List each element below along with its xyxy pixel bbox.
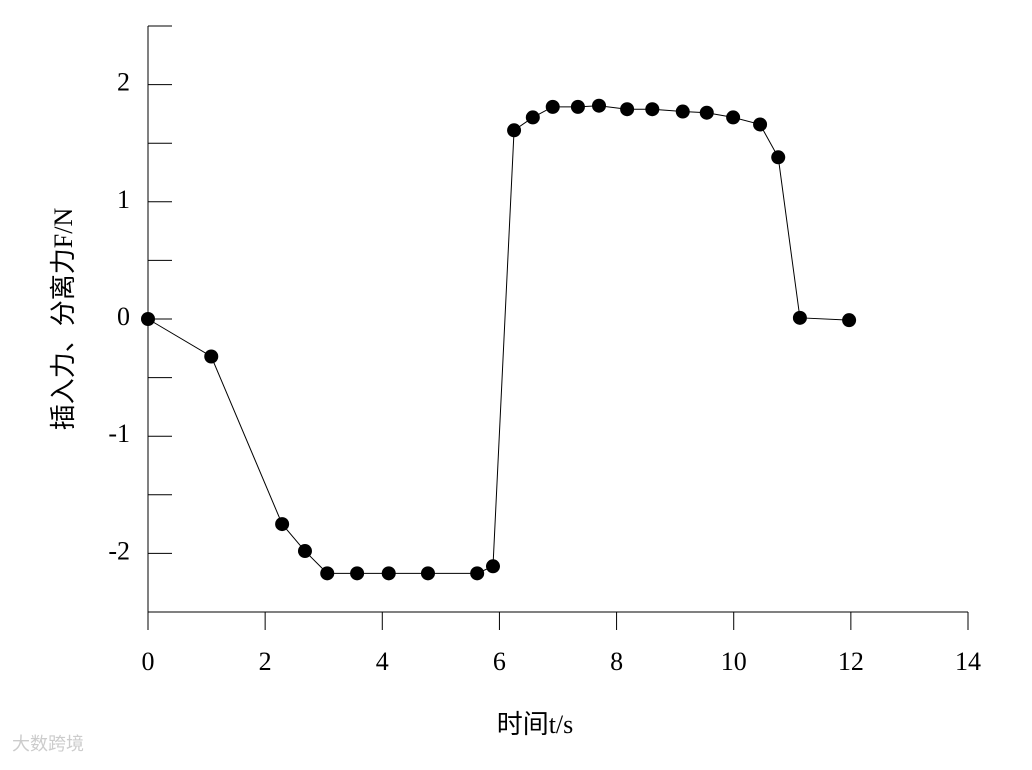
- y-tick-label: 2: [117, 68, 130, 97]
- data-point: [141, 312, 155, 326]
- data-point: [525, 110, 540, 125]
- data-point: [381, 566, 396, 581]
- data-point: [507, 123, 522, 138]
- x-tick-label: 14: [955, 647, 981, 676]
- data-point: [545, 99, 560, 114]
- x-tick-label: 6: [493, 647, 506, 676]
- data-point: [420, 566, 435, 581]
- data-point: [320, 566, 335, 581]
- data-point: [726, 110, 741, 125]
- x-tick-label: 4: [376, 647, 389, 676]
- data-point: [297, 544, 312, 559]
- y-tick-label: -1: [108, 419, 130, 448]
- x-tick-label: 0: [142, 647, 155, 676]
- data-point: [570, 99, 585, 114]
- data-point: [699, 105, 714, 120]
- x-tick-label: 12: [838, 647, 864, 676]
- data-point: [753, 117, 768, 132]
- data-point: [842, 313, 857, 328]
- y-tick-label: -2: [108, 536, 130, 565]
- data-point: [350, 566, 365, 581]
- y-axis-label: 插入力、分离力F/N: [49, 208, 78, 431]
- data-point: [792, 310, 807, 325]
- x-axis-label: 时间t/s: [497, 710, 574, 739]
- data-point: [675, 104, 690, 119]
- data-point: [275, 517, 290, 532]
- data-point: [771, 150, 786, 165]
- data-point: [645, 102, 660, 117]
- watermark: 大数跨境: [12, 734, 84, 754]
- data-point: [204, 349, 219, 364]
- series-line: [147, 105, 850, 574]
- x-tick-label: 8: [610, 647, 623, 676]
- data-point: [592, 98, 606, 113]
- data-point: [620, 102, 635, 117]
- data-point: [485, 559, 500, 574]
- y-tick-label: 0: [117, 302, 130, 331]
- data-point: [470, 566, 485, 581]
- x-tick-label: 2: [259, 647, 272, 676]
- y-tick-label: 1: [117, 185, 130, 214]
- x-tick-label: 10: [721, 647, 747, 676]
